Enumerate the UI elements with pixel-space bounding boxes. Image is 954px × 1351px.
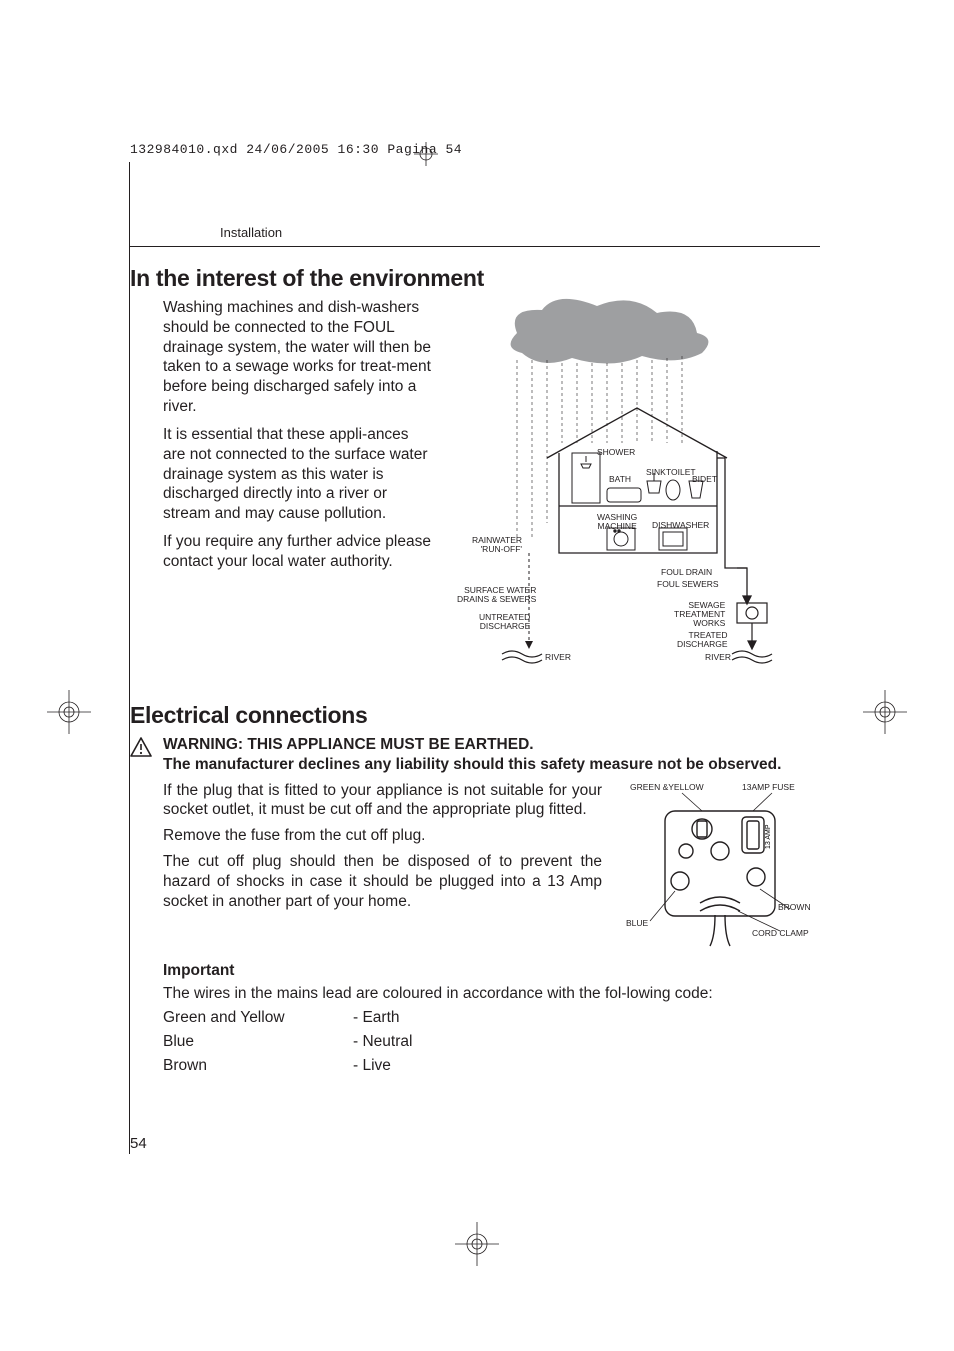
registration-mark-left (47, 690, 91, 734)
heading-electrical: Electrical connections (130, 702, 820, 729)
env-para-2: It is essential that these appli-ances a… (163, 425, 431, 524)
label-bidet: BIDET (692, 475, 717, 484)
table-row: Brown Live (163, 1056, 820, 1076)
running-head: Installation (220, 225, 820, 240)
wire-name: Brown (163, 1056, 353, 1076)
important-para: The wires in the mains lead are coloured… (163, 984, 820, 1004)
table-row: Blue Neutral (163, 1032, 820, 1052)
env-para-3: If you require any further advice please… (163, 532, 431, 572)
label-surface-water: SURFACE WATER DRAINS & SEWERS (457, 586, 536, 604)
label-bath: BATH (609, 475, 631, 484)
print-job-header: 132984010.qxd 24/06/2005 16:30 Pagina 54 (130, 142, 462, 157)
page-content: Installation In the interest of the envi… (130, 225, 820, 1080)
environment-text: Washing machines and dish-washers should… (163, 298, 431, 678)
elec-para-3: The cut off plug should then be disposed… (163, 852, 602, 911)
wire-name: Green and Yellow (163, 1008, 353, 1028)
label-green-yellow: GREEN &YELLOW (630, 783, 704, 792)
wire-colour-table: Green and Yellow Earth Blue Neutral Brow… (163, 1008, 820, 1075)
label-washing-machine: WASHING MACHINE (597, 513, 637, 531)
registration-mark-bottom (455, 1222, 499, 1266)
registration-mark-top (414, 142, 438, 171)
label-13amp-side: 13 AMP (765, 824, 772, 849)
important-heading: Important (163, 961, 820, 981)
label-rainwater: RAINWATER 'RUN-OFF' (472, 536, 522, 554)
heading-environment: In the interest of the environment (130, 265, 820, 292)
warning-line-1: WARNING: THIS APPLIANCE MUST BE EARTHED. (163, 735, 820, 755)
warning-line-2: The manufacturer declines any liability … (163, 755, 820, 775)
label-treated: TREATED DISCHARGE (677, 631, 728, 649)
cloud-icon (511, 299, 709, 364)
wire-role: Earth (353, 1008, 400, 1028)
electrical-paragraphs: If the plug that is fitted to your appli… (163, 781, 602, 951)
label-blue: BLUE (626, 919, 648, 928)
label-foul-sewers: FOUL SEWERS (657, 580, 719, 589)
wire-role: Neutral (353, 1032, 412, 1052)
registration-mark-right (863, 690, 907, 734)
page-number: 54 (130, 1135, 147, 1152)
elec-para-1: If the plug that is fitted to your appli… (163, 781, 602, 821)
label-fuse: 13AMP FUSE (742, 783, 795, 792)
label-sink: SINK (646, 468, 666, 477)
label-foul-drain: FOUL DRAIN (661, 568, 712, 577)
elec-para-2: Remove the fuse from the cut off plug. (163, 826, 602, 846)
wire-name: Blue (163, 1032, 353, 1052)
label-shower: SHOWER (597, 448, 635, 457)
label-brown: BROWN (778, 903, 811, 912)
plug-wiring-diagram: 13 AMP GREEN &YELLOW 13AMP FUSE BLUE BRO… (620, 781, 820, 951)
label-cord-clamp: CORD CLAMP (752, 929, 809, 938)
wire-role: Live (353, 1056, 391, 1076)
warning-icon (130, 735, 163, 1080)
label-sewage-works: SEWAGE TREATMENT WORKS (674, 601, 725, 628)
label-untreated: UNTREATED DISCHARGE (479, 613, 530, 631)
label-river-right: RIVER (705, 653, 731, 662)
label-dishwasher: DISHWASHER (652, 521, 709, 530)
env-para-1: Washing machines and dish-washers should… (163, 298, 431, 417)
rule-top (130, 246, 820, 247)
table-row: Green and Yellow Earth (163, 1008, 820, 1028)
drainage-diagram: SHOWER BATH SINK TOILET BIDET WASHING MA… (447, 298, 827, 678)
label-river-left: RIVER (545, 653, 571, 662)
